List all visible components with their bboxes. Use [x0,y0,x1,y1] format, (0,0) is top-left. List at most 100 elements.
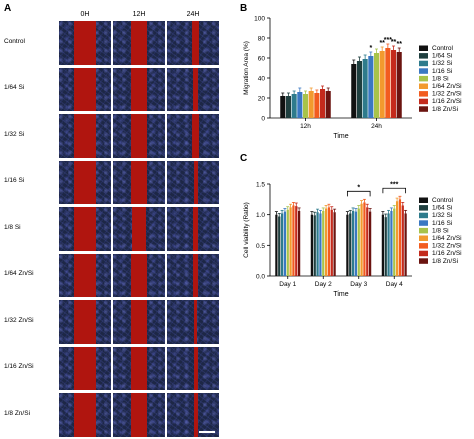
bar [368,211,372,276]
bar [285,96,291,118]
legend-label: 1/8 Zn/Si [432,106,458,113]
scratch-gap [131,67,147,111]
panel-c-letter: C [240,153,248,164]
bar [295,206,298,276]
bar [404,213,407,276]
bar [351,64,357,118]
scratch-gap [74,114,96,158]
legend-label: 1/16 Zn/Si [432,250,462,257]
scratch-gap [74,253,96,297]
micrograph-tile [59,160,111,204]
bar [385,48,391,118]
legend-swatch [419,205,428,211]
micrograph-tile [59,346,111,390]
micrograph-tile [167,114,219,158]
bar [319,213,322,276]
panel-a-letter: A [4,3,12,14]
micrograph-tile [113,253,165,297]
scratch-gap [193,67,199,111]
bar [280,96,286,118]
legend-swatch [419,243,428,249]
legend-swatch [419,220,428,226]
legend-swatch [419,60,428,67]
scratch-gap [130,114,148,158]
micrograph-tile [59,253,111,297]
legend-label: Control [432,197,454,204]
migration-area-chart: 0 20 40 60 80 100 Migration Area (%) Time 12h 24h… [243,16,462,141]
scratch-gap [74,393,96,437]
scratch-gap [74,160,96,204]
micrograph-tile [113,160,165,204]
bar [373,53,380,118]
y-tick-label: 0.5 [256,243,265,250]
micrograph-tile [113,114,165,158]
y-tick-label: 0.0 [256,274,265,281]
legend-swatch [419,250,428,257]
bar [368,56,374,118]
micrograph-tile [113,67,165,111]
micrograph-tile [59,67,111,111]
scratch-gap [192,114,199,158]
y-axis-title: Cell viability (Ratio) [243,202,250,258]
bar [283,211,287,276]
bar [320,89,326,118]
row-label: 1/32 Zn/Si [4,316,34,324]
legend-swatch [419,83,428,89]
scratch-gap [131,160,147,204]
x-tick-label: Day 4 [386,281,403,288]
bar [393,208,396,276]
column-header-24h: 24H [186,11,200,18]
bar [291,94,297,118]
significance-marker: ** [379,40,385,47]
legend-swatch [419,75,428,82]
bar [379,51,385,118]
y-axis-title: Migration Area (%) [243,41,250,95]
legend-label: 1/8 Si [432,227,449,234]
legend-label: 1/64 Si [432,205,452,212]
bar [391,50,397,118]
y-tick-label: 80 [258,36,266,43]
bar [292,205,295,276]
bar [327,207,331,276]
bar [297,210,301,276]
legend-swatch [419,212,428,219]
micrograph-tile [167,160,219,204]
micrograph-tile [113,300,165,344]
row-label: 1/64 Zn/Si [4,270,34,278]
legend-swatch [419,45,428,51]
bar [396,52,402,118]
legend-swatch [419,53,428,59]
legend-label: 1/8 Si [432,75,449,82]
y-tick-label: 60 [258,56,266,63]
significance-marker: ** [391,39,397,46]
significance-marker: * [357,184,360,191]
scratch-gap [74,207,96,251]
micrograph-tile [113,21,165,65]
row-label: 1/32 Si [4,130,25,138]
bar [313,215,316,276]
legend-label: Control [432,45,454,52]
scratch-gap [131,346,147,390]
bar [395,201,399,276]
x-axis-title: Time [333,133,348,140]
micrograph-tile [167,346,219,390]
bar [354,211,358,276]
panel-b-letter: B [240,3,248,14]
significance-marker: * [369,45,372,52]
legend-label: 1/8 Zn/Si [432,258,458,265]
micrograph-tile [59,21,111,65]
scratch-gap [193,300,198,344]
bar [357,208,360,276]
legend-label: 1/32 Si [432,60,452,67]
micrograph-tile [113,207,165,251]
legend-label: 1/16 Zn/Si [432,98,462,105]
scratch-gap [193,160,198,204]
bar [351,210,355,276]
legend-swatch [419,227,428,234]
legend-swatch [419,197,428,203]
legend-label: 1/64 Zn/Si [432,235,462,242]
x-tick-label: Day 1 [279,281,296,288]
bar [325,91,331,118]
bar [387,213,390,276]
legend-label: 1/32 Zn/Si [432,243,462,250]
